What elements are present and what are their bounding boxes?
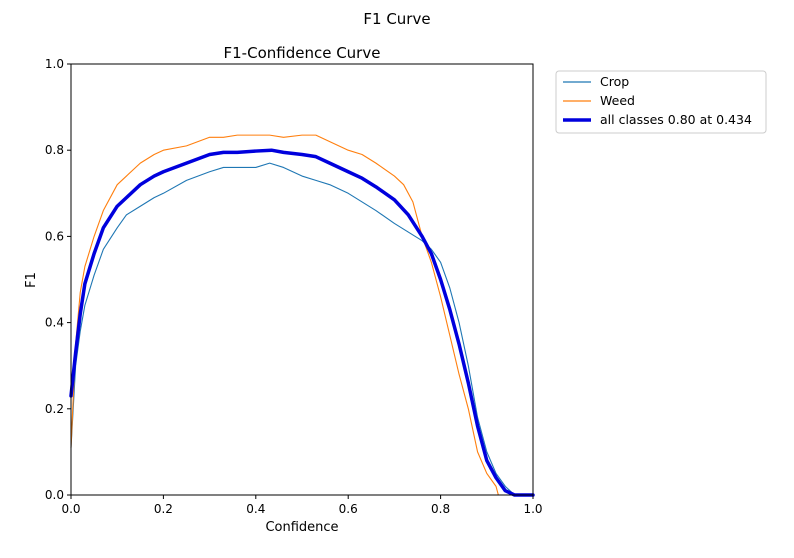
series-line-all-classes — [69, 148, 535, 497]
legend-label-crop: Crop — [600, 74, 629, 89]
y-tick-label: 0.6 — [45, 229, 64, 243]
x-tick-label: 0.8 — [431, 502, 450, 516]
x-axis-label: Confidence — [265, 520, 338, 535]
x-tick-label: 1.0 — [523, 502, 542, 516]
x-tick-label: 0.0 — [61, 502, 80, 516]
series-line-weed — [70, 134, 534, 496]
legend-label-weed: Weed — [600, 93, 635, 108]
figure-title: F1 Curve — [363, 10, 430, 28]
x-axis: 0.0 0.2 0.4 0.6 0.8 1.0 — [61, 495, 543, 516]
y-tick-label: 0.0 — [45, 488, 64, 502]
x-tick-label: 0.2 — [154, 502, 173, 516]
plot-area — [69, 63, 535, 497]
y-tick-label: 0.8 — [45, 143, 64, 157]
chart-title: F1-Confidence Curve — [224, 44, 381, 62]
x-tick-label: 0.6 — [339, 502, 358, 516]
y-tick-label: 0.2 — [45, 402, 64, 416]
legend-label-all-classes: all classes 0.80 at 0.434 — [600, 112, 752, 127]
legend-frame — [555, 70, 767, 134]
y-axis: 0.0 0.2 0.4 0.6 0.8 1.0 — [45, 57, 71, 502]
legend: Crop Weed all classes 0.80 at 0.434 — [555, 70, 767, 134]
x-tick-label: 0.4 — [246, 502, 265, 516]
series-line-crop — [70, 162, 534, 496]
y-axis-label: F1 — [24, 272, 39, 288]
plot-frame — [70, 63, 534, 496]
y-tick-label: 0.4 — [45, 316, 64, 330]
y-tick-label: 1.0 — [45, 57, 64, 71]
series-layer — [69, 134, 535, 497]
